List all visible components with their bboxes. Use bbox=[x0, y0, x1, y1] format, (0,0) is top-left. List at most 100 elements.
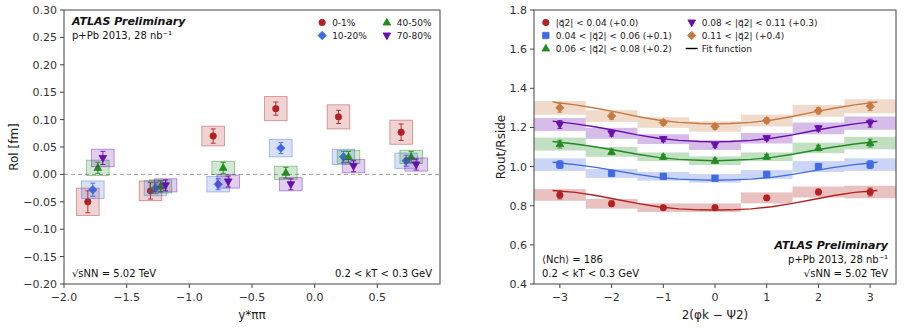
x-tick bbox=[377, 284, 378, 288]
data-point bbox=[660, 204, 666, 210]
series bbox=[534, 99, 896, 131]
data-point bbox=[659, 153, 667, 160]
legend-label: 70-80% bbox=[397, 31, 432, 41]
annotation: p+Pb 2013, 28 nb⁻¹ bbox=[788, 254, 888, 265]
data-point bbox=[712, 204, 718, 210]
x-tick-label: −2.0 bbox=[51, 291, 78, 304]
error-bar bbox=[764, 172, 769, 177]
x-tick bbox=[126, 284, 127, 288]
y-tick bbox=[60, 229, 64, 230]
y-tick-label: 0.4 bbox=[510, 278, 528, 291]
legend: |q⃗2| < 0.04 (+0.0) 0.04 < |q⃗2| < 0.06 (… bbox=[542, 18, 818, 54]
sys-box bbox=[154, 179, 177, 192]
data-point bbox=[85, 199, 91, 205]
sys-box bbox=[327, 105, 350, 129]
legend-item: 0.04 < |q⃗2| < 0.06 (+0.1) bbox=[543, 31, 672, 41]
x-tick-label: 2 bbox=[815, 291, 822, 304]
y-tick-label: 0.8 bbox=[510, 200, 528, 213]
y-tick bbox=[60, 256, 64, 257]
legend-line bbox=[686, 48, 698, 49]
data-point bbox=[866, 102, 874, 110]
y-tick bbox=[530, 49, 534, 50]
legend-item: |q⃗2| < 0.04 (+0.0) bbox=[543, 18, 639, 28]
data-point bbox=[866, 121, 874, 128]
x-axis-label: 2(φk − Ψ2) bbox=[682, 308, 749, 322]
data-point bbox=[608, 131, 616, 138]
x-tick bbox=[64, 284, 65, 288]
fit-line bbox=[553, 121, 878, 142]
sys-box bbox=[342, 160, 365, 173]
y-tick-label: 0.25 bbox=[33, 31, 58, 44]
sys-band bbox=[586, 110, 638, 122]
legend-marker bbox=[543, 32, 549, 38]
legend-label: 10-20% bbox=[332, 31, 367, 41]
data-point bbox=[764, 195, 770, 201]
y-tick bbox=[530, 244, 534, 245]
sys-band bbox=[689, 203, 741, 212]
data-point bbox=[219, 164, 227, 171]
y-tick-label: 1.4 bbox=[510, 82, 528, 95]
sys-box bbox=[265, 97, 288, 121]
data-point bbox=[556, 104, 564, 112]
legend-label: Fit function bbox=[702, 44, 752, 54]
x-tick bbox=[870, 284, 871, 288]
legend-label: 0.04 < |q⃗2| < 0.06 (+0.1) bbox=[556, 31, 672, 41]
data-point bbox=[867, 189, 873, 195]
data-point bbox=[660, 173, 666, 179]
x-tick-label: 0.0 bbox=[306, 291, 324, 304]
y-tick bbox=[60, 37, 64, 38]
y-tick bbox=[60, 147, 64, 148]
x-tick bbox=[611, 284, 612, 288]
data-point bbox=[607, 112, 615, 120]
data-point bbox=[557, 192, 563, 198]
data-point bbox=[345, 153, 353, 160]
data-point bbox=[815, 126, 823, 133]
error-bar bbox=[399, 124, 404, 140]
figure: −0.20−0.15−0.10−0.050.000.050.100.150.20… bbox=[0, 0, 910, 328]
x-tick-label: 0 bbox=[712, 291, 719, 304]
legend-item: Fit function bbox=[686, 44, 752, 54]
error-bar bbox=[816, 189, 821, 194]
data-point bbox=[89, 186, 97, 194]
data-point bbox=[99, 155, 107, 162]
y-axis-label: Rol [fm] bbox=[7, 123, 21, 171]
series bbox=[82, 139, 418, 198]
error-bar bbox=[609, 171, 614, 176]
series bbox=[77, 97, 413, 216]
y-tick bbox=[60, 284, 64, 285]
y-tick bbox=[60, 64, 64, 65]
data-point bbox=[335, 114, 341, 120]
data-point bbox=[162, 183, 170, 190]
reference-line bbox=[64, 174, 440, 175]
data-point bbox=[608, 201, 614, 207]
y-tick bbox=[60, 119, 64, 120]
sys-band bbox=[844, 99, 896, 113]
data-point bbox=[815, 163, 821, 169]
sys-band bbox=[586, 147, 638, 157]
sys-band bbox=[844, 116, 896, 129]
data-point bbox=[763, 153, 771, 160]
y-tick bbox=[60, 201, 64, 202]
error-bar bbox=[211, 129, 216, 143]
data-point bbox=[608, 148, 616, 155]
sys-band bbox=[844, 137, 896, 150]
data-point bbox=[608, 170, 614, 176]
sys-box bbox=[92, 149, 115, 167]
sys-box bbox=[202, 126, 225, 146]
legend-marker bbox=[318, 31, 326, 39]
y-tick bbox=[60, 174, 64, 175]
y-tick bbox=[530, 284, 534, 285]
data-point bbox=[282, 169, 290, 176]
error-bar bbox=[713, 205, 718, 210]
legend-marker bbox=[543, 19, 549, 25]
sys-band bbox=[741, 115, 793, 127]
legend-label: 0.08 < |q⃗2| < 0.11 (+0.3) bbox=[702, 18, 818, 28]
annotation: ⟨Nch⟩ = 186 bbox=[542, 254, 603, 265]
plot-area bbox=[534, 99, 896, 212]
y-tick-label: 1.6 bbox=[510, 43, 528, 56]
series bbox=[87, 150, 423, 193]
data-point bbox=[764, 171, 770, 177]
y-tick bbox=[60, 10, 64, 11]
legend: 0-1%10-20%40-50%70-80% bbox=[318, 18, 432, 41]
data-point bbox=[711, 157, 719, 164]
